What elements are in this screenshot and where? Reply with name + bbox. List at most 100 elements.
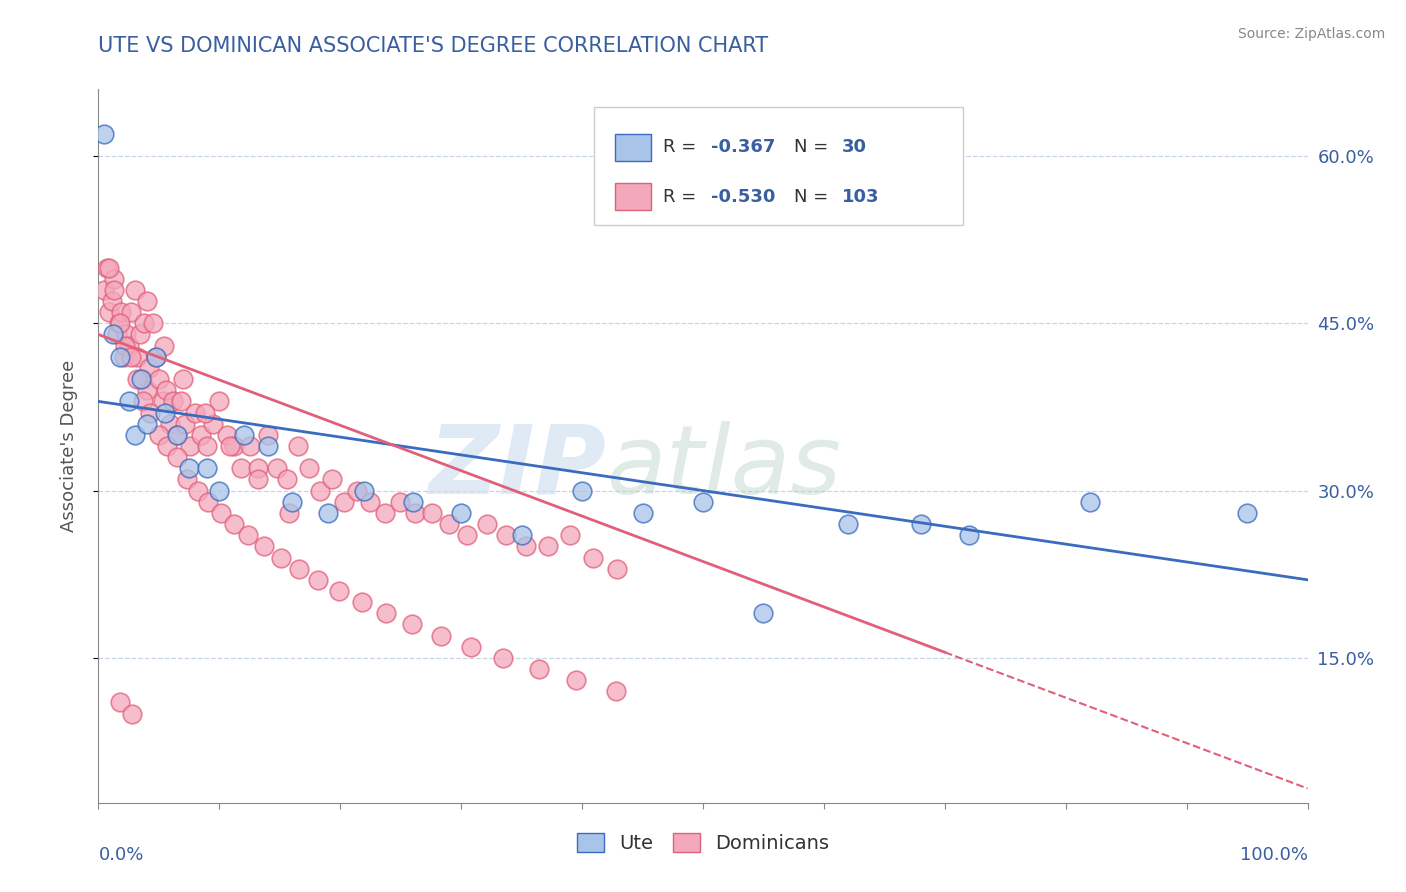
Point xyxy=(138,360,160,375)
Point xyxy=(256,439,278,453)
Point xyxy=(96,260,118,275)
Point xyxy=(209,506,232,520)
Text: N =: N = xyxy=(793,138,834,156)
Point xyxy=(179,461,201,475)
Point xyxy=(229,461,252,475)
Point xyxy=(288,562,311,576)
Point xyxy=(148,427,170,442)
Point xyxy=(308,483,330,498)
Point xyxy=(350,595,373,609)
Point xyxy=(101,327,124,342)
Point xyxy=(510,528,533,542)
Point xyxy=(114,338,136,352)
Point xyxy=(606,562,628,576)
Point xyxy=(328,583,350,598)
Point xyxy=(172,372,194,386)
Point xyxy=(278,506,301,520)
Point xyxy=(582,550,605,565)
Point xyxy=(145,350,167,364)
Point xyxy=(108,696,131,710)
Point xyxy=(692,494,714,508)
Legend: Ute, Dominicans: Ute, Dominicans xyxy=(568,825,838,861)
Point xyxy=(308,573,330,587)
Point xyxy=(129,372,152,386)
Point xyxy=(360,494,382,508)
Point xyxy=(287,439,309,453)
Text: -0.367: -0.367 xyxy=(711,138,776,156)
Point xyxy=(169,394,191,409)
Point xyxy=(420,506,443,520)
Point xyxy=(256,427,278,442)
Point xyxy=(222,439,245,453)
Point xyxy=(93,127,115,141)
Point xyxy=(219,439,242,453)
Point xyxy=(145,350,167,364)
Point xyxy=(316,506,339,520)
Text: UTE VS DOMINICAN ASSOCIATE'S DEGREE CORRELATION CHART: UTE VS DOMINICAN ASSOCIATE'S DEGREE CORR… xyxy=(98,36,769,55)
Point xyxy=(103,271,125,285)
Point xyxy=(388,494,411,508)
Point xyxy=(179,439,201,453)
Point xyxy=(108,316,131,330)
Point xyxy=(238,528,260,542)
Point xyxy=(298,461,321,475)
Point xyxy=(166,450,188,464)
Point xyxy=(93,283,115,297)
Point xyxy=(537,539,560,553)
Point xyxy=(184,405,207,419)
Text: 30: 30 xyxy=(842,138,868,156)
Point xyxy=(132,394,155,409)
Point xyxy=(135,384,157,398)
Point xyxy=(103,283,125,297)
Point xyxy=(110,305,132,319)
Point xyxy=(208,483,231,498)
Point xyxy=(166,427,188,442)
Point xyxy=(276,472,298,486)
Point xyxy=(139,405,162,419)
Point xyxy=(112,350,135,364)
Point xyxy=(190,427,212,442)
Point xyxy=(429,628,451,642)
Point xyxy=(571,483,593,498)
Point xyxy=(605,684,627,698)
Point xyxy=(910,516,932,531)
Point xyxy=(321,472,343,486)
Point xyxy=(558,528,581,542)
Point xyxy=(957,528,980,542)
Y-axis label: Associate's Degree: Associate's Degree xyxy=(59,359,77,533)
Point xyxy=(121,706,143,721)
Point xyxy=(176,472,198,486)
Point xyxy=(375,607,398,621)
Point xyxy=(124,283,146,297)
Text: R =: R = xyxy=(664,138,702,156)
Point xyxy=(247,461,270,475)
FancyBboxPatch shape xyxy=(595,107,963,225)
Point xyxy=(152,338,174,352)
Point xyxy=(108,316,131,330)
Point xyxy=(128,327,150,342)
Point xyxy=(752,607,775,621)
Point xyxy=(450,506,472,520)
Point xyxy=(98,260,121,275)
Point xyxy=(153,405,176,419)
Point xyxy=(166,427,188,442)
Point xyxy=(1078,494,1101,508)
Point xyxy=(565,673,588,687)
Point xyxy=(156,439,179,453)
Point xyxy=(115,327,138,342)
Point xyxy=(460,640,482,654)
Point xyxy=(215,427,238,442)
Point xyxy=(155,384,177,398)
Bar xyxy=(614,134,651,161)
Point xyxy=(208,394,231,409)
Text: 100.0%: 100.0% xyxy=(1240,846,1308,863)
Point xyxy=(134,316,156,330)
Text: -0.530: -0.530 xyxy=(711,188,776,206)
Point xyxy=(100,293,122,308)
Point xyxy=(152,394,174,409)
Point xyxy=(495,528,517,542)
Point xyxy=(631,506,654,520)
Point xyxy=(374,506,396,520)
Point xyxy=(120,305,142,319)
Text: R =: R = xyxy=(664,188,702,206)
